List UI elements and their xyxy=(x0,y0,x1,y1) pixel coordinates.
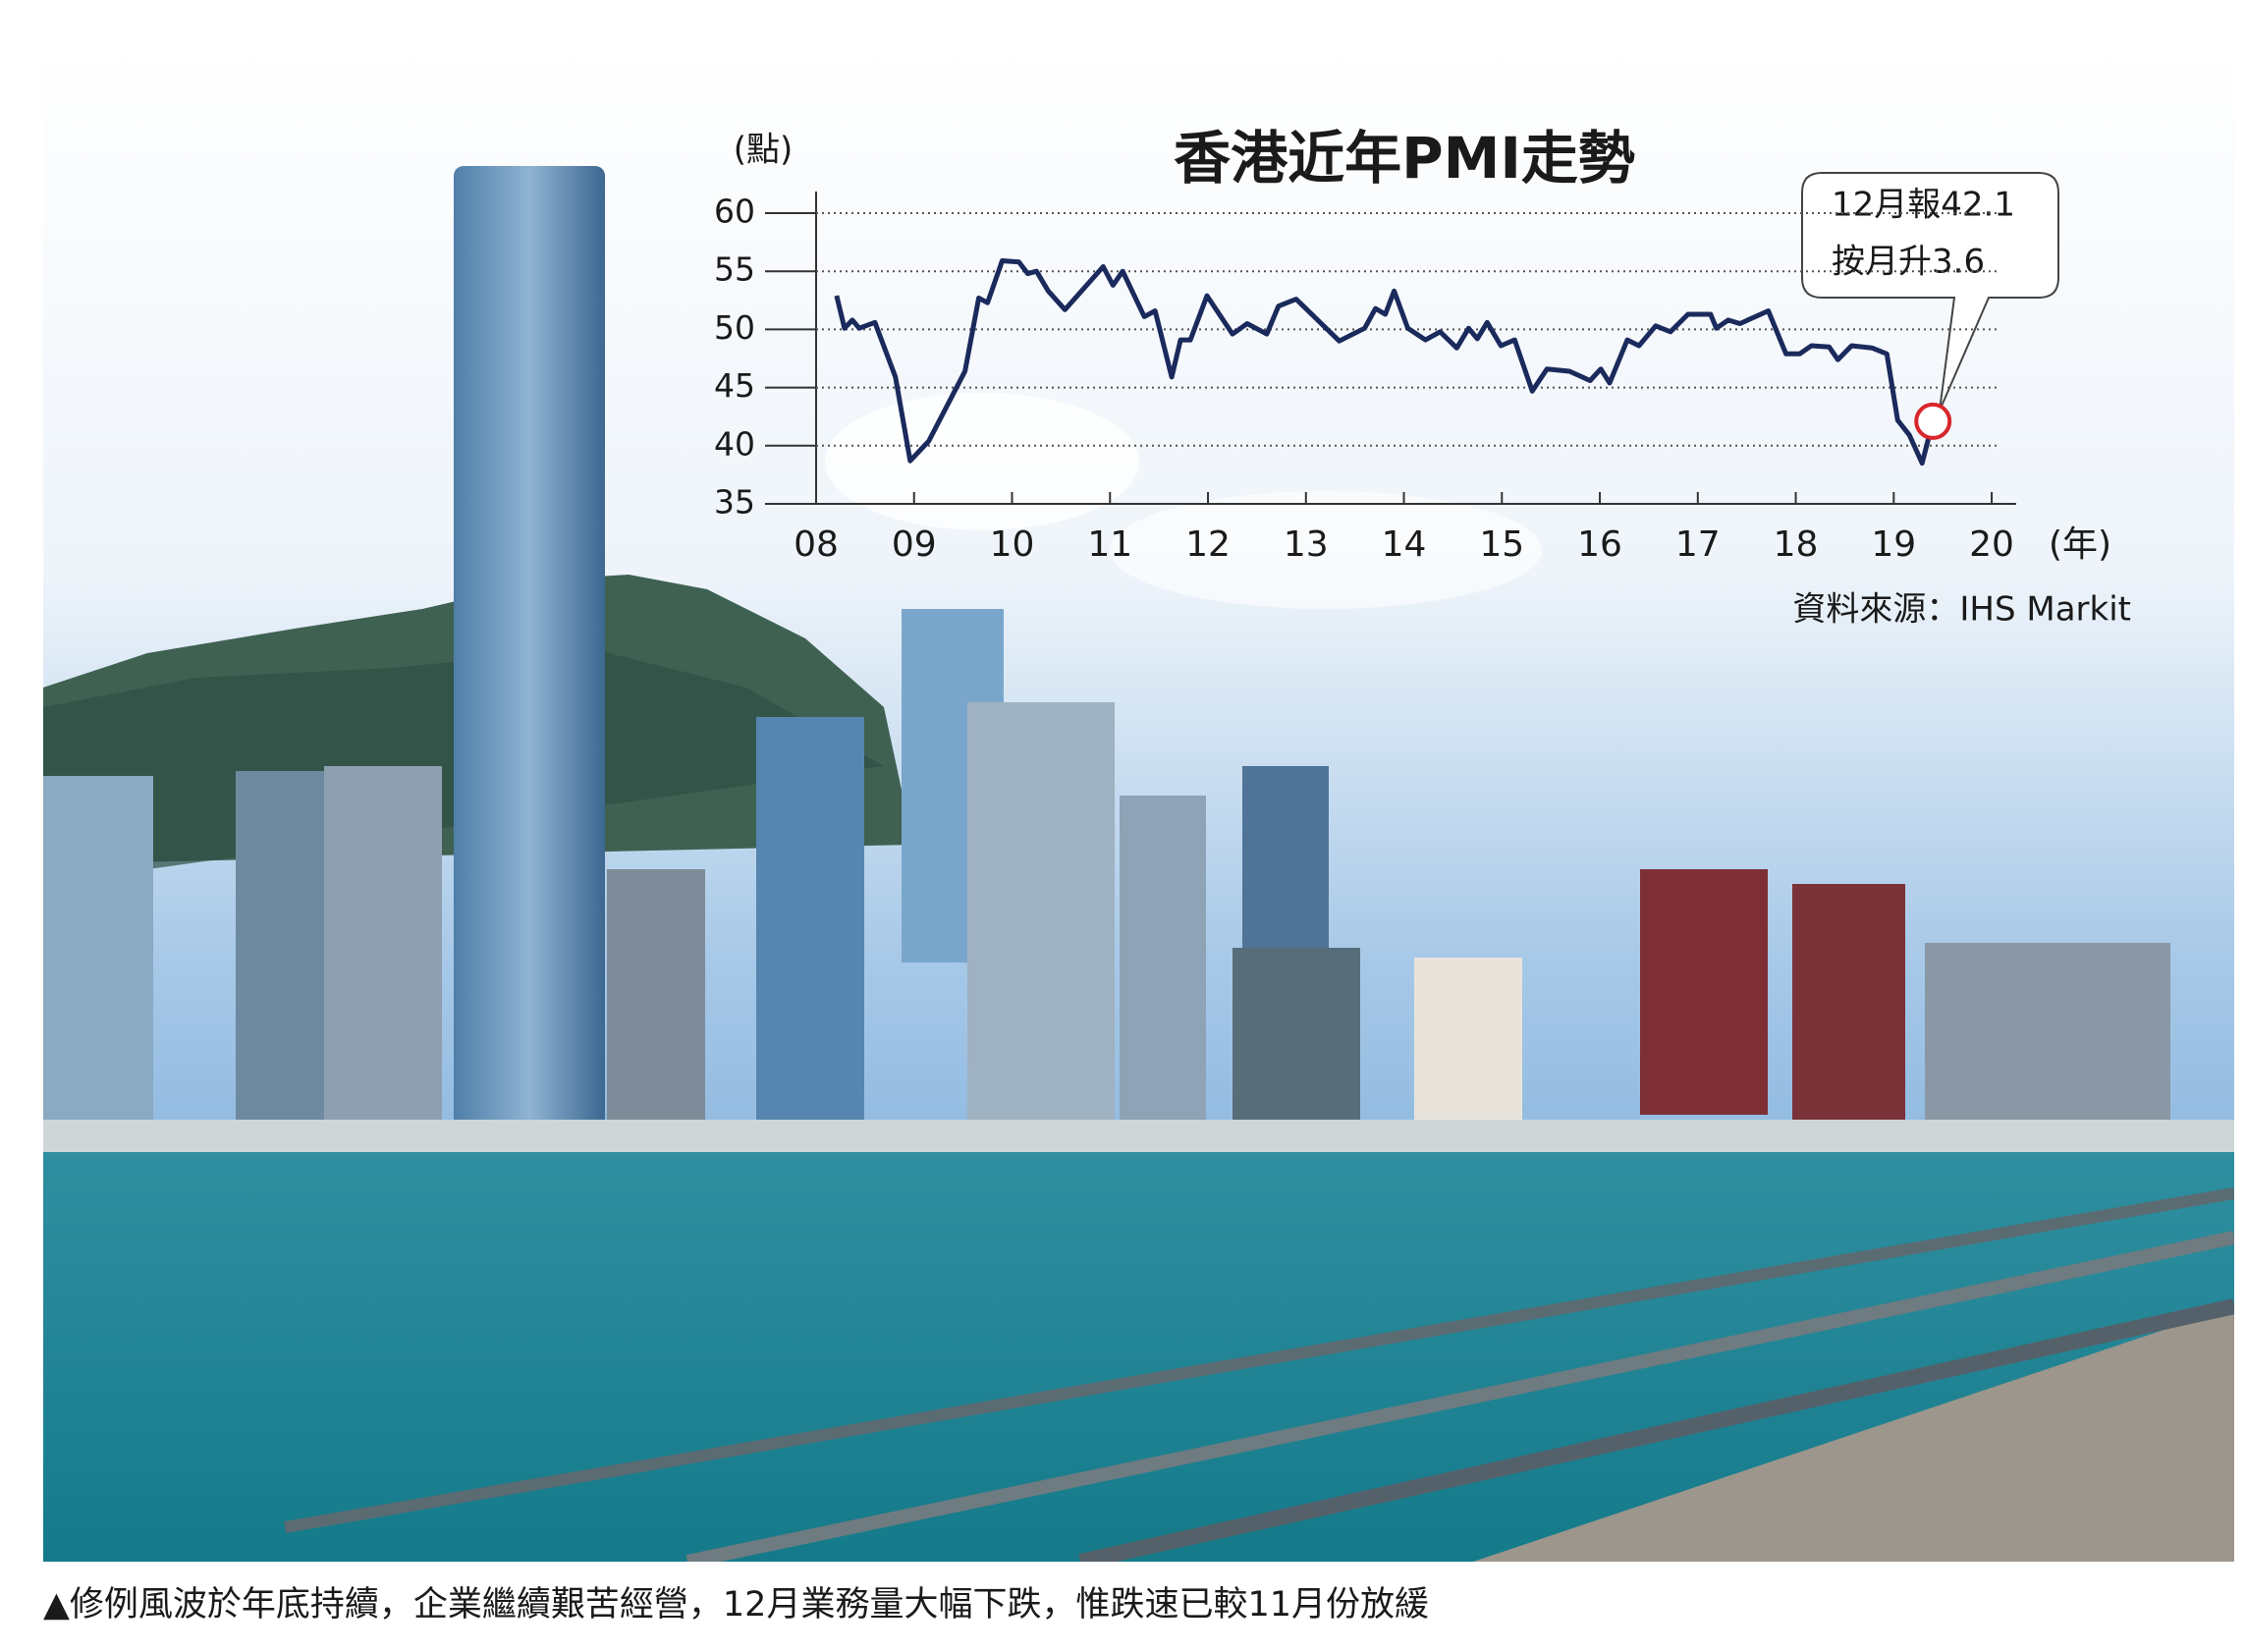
x-tick-label: 15 xyxy=(1479,524,1524,565)
y-tick-label: 55 xyxy=(714,250,755,289)
highlight-point xyxy=(1914,402,1952,440)
x-tick-label: 18 xyxy=(1774,524,1819,565)
source-note: 資料來源：IHS Markit xyxy=(1792,590,2131,630)
y-tick-label: 45 xyxy=(714,366,755,405)
annotation-line: 按月升3.6 xyxy=(1832,243,1985,282)
x-tick-label: 13 xyxy=(1284,524,1329,565)
x-tick-label: 12 xyxy=(1185,524,1231,565)
x-tick-label: 10 xyxy=(990,524,1035,565)
y-tick-label: 40 xyxy=(714,424,755,463)
y-tick-label: 50 xyxy=(714,308,755,347)
y-tick-label: 35 xyxy=(714,483,755,522)
y-axis-label: (點) xyxy=(734,131,794,170)
pmi-line xyxy=(834,258,1936,467)
x-tick-label: 19 xyxy=(1871,524,1916,565)
x-tick-label: 20 xyxy=(1969,524,2014,565)
x-axis-label: (年) xyxy=(2049,524,2111,565)
annotation-line: 12月報42.1 xyxy=(1832,186,2015,225)
x-tick-label: 14 xyxy=(1382,524,1427,565)
x-tick-label: 17 xyxy=(1675,524,1721,565)
annotation-callout xyxy=(1801,172,2059,412)
y-tick-label: 60 xyxy=(714,193,755,231)
x-tick-label: 08 xyxy=(794,524,839,565)
chart: 35 40 45 50 55 60 08 09 10 11 12 13 14 15 16 17 18 19 20 xyxy=(714,192,2016,565)
caption: ▲修例風波於年底持續，企業繼續艱苦經營，12月業務量大幅下跌，惟跌速已較11月份… xyxy=(43,1585,1429,1624)
chart-title: 香港近年PMI走勢 xyxy=(1174,125,1635,192)
x-tick-label: 16 xyxy=(1577,524,1622,565)
x-tick-label: 09 xyxy=(892,524,937,565)
x-tick-label: 11 xyxy=(1087,524,1132,565)
